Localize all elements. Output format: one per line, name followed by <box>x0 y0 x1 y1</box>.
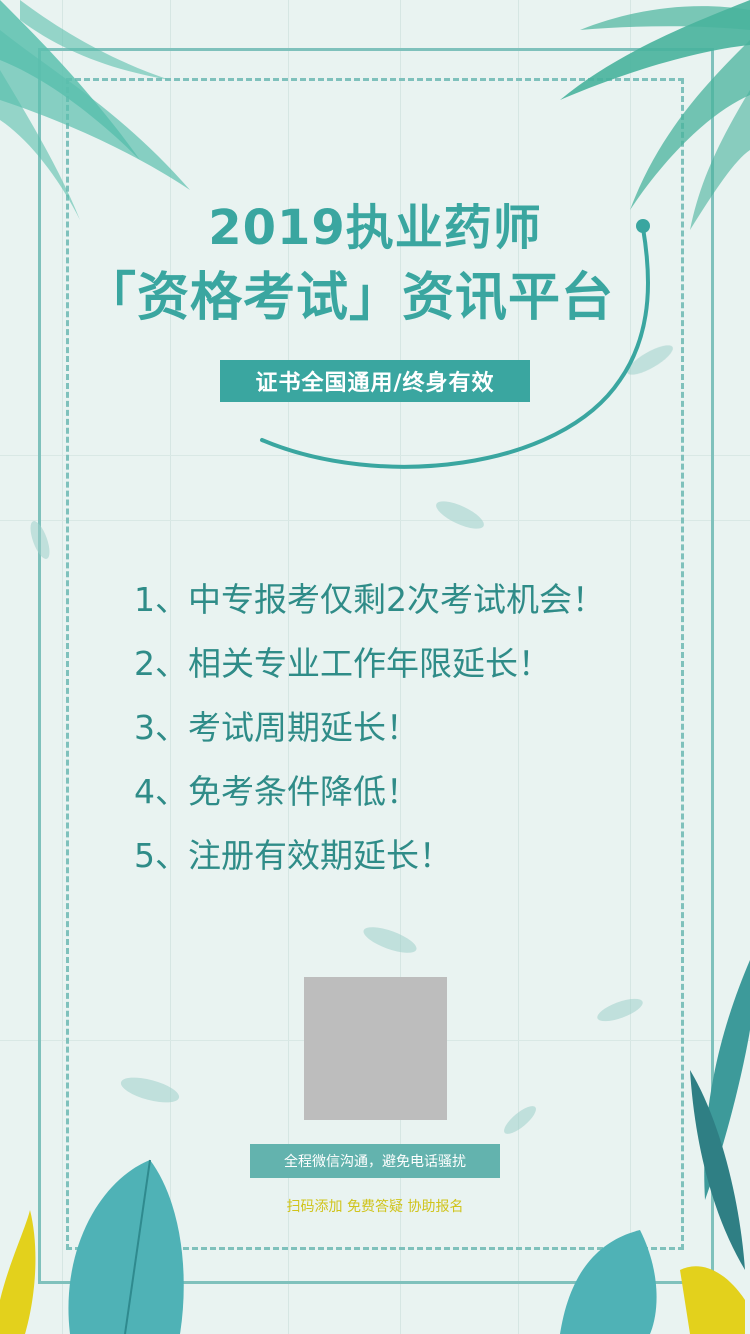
wechat-note-banner: 全程微信沟通，避免电话骚扰 <box>250 1144 500 1178</box>
outer-frame <box>38 48 714 1284</box>
wood-plank <box>0 0 63 1334</box>
page-title-line1: 2019执业药师 <box>208 200 542 256</box>
wood-seam <box>0 520 750 521</box>
list-item: 5、注册有效期延长！ <box>134 836 452 875</box>
page-title-line2: 「资格考试」资讯平台 <box>84 268 615 328</box>
wood-plank <box>62 0 171 1334</box>
list-item: 3、考试周期延长！ <box>134 708 419 747</box>
certificate-badge: 证书全国通用/终身有效 <box>220 360 530 402</box>
scan-instruction: 扫码添加 免费答疑 协助报名 <box>286 1199 464 1215</box>
qr-code-placeholder[interactable] <box>304 977 447 1120</box>
list-item: 4、免考条件降低！ <box>134 772 419 811</box>
wood-plank <box>170 0 289 1334</box>
wood-plank <box>400 0 519 1334</box>
list-item: 1、中专报考仅剩2次考试机会！ <box>134 580 605 619</box>
policy-list: 1、中专报考仅剩2次考试机会！ 2、相关专业工作年限延长！ 3、考试周期延长！ … <box>134 570 605 890</box>
wood-plank <box>518 0 631 1334</box>
list-item: 2、相关专业工作年限延长！ <box>134 644 551 683</box>
wood-plank <box>288 0 401 1334</box>
inner-dashed-frame <box>66 78 684 1250</box>
